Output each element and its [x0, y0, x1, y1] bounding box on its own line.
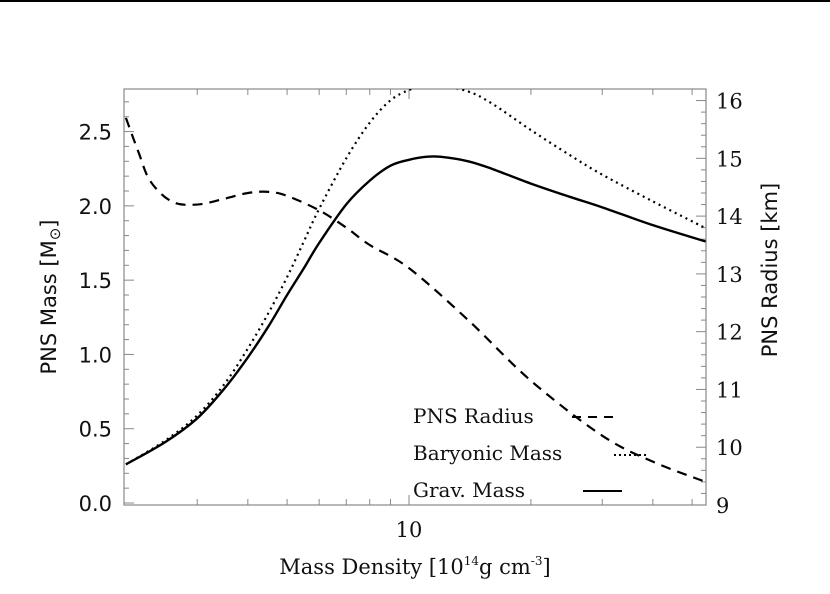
- x-axis-title-close: ]: [543, 555, 551, 579]
- y-axis-left-title: PNS Mass [M⊙]: [37, 219, 64, 374]
- y-left-title-close: ]: [37, 219, 61, 227]
- y-left-tick-label: 0.5: [79, 418, 112, 442]
- y-right-tick-label: 11: [716, 378, 743, 402]
- y-right-tick-label: 14: [716, 205, 743, 229]
- legend-label-baryonic-mass: Baryonic Mass: [413, 441, 562, 465]
- x-axis-title-unit: g cm: [479, 555, 531, 579]
- y-right-tick-label: 9: [716, 494, 729, 518]
- axis-ticks: [124, 88, 706, 506]
- top-border-rule: [0, 0, 830, 2]
- x-axis-title: Mass Density [1014g cm-3]: [279, 554, 550, 579]
- y-left-tick-label: 1.0: [79, 343, 112, 367]
- series-line-baryonic-mass: [125, 89, 706, 466]
- x-axis-title-main: Mass Density [10: [279, 555, 463, 579]
- y-right-tick-label: 10: [716, 436, 743, 460]
- y-right-tick-label: 13: [716, 263, 743, 287]
- data-series: [124, 89, 706, 483]
- legend-label-pns-radius: PNS Radius: [413, 404, 534, 428]
- x-axis-title-exponent: 14: [464, 554, 480, 568]
- solar-mass-symbol: ⊙: [46, 228, 64, 241]
- series-line-grav-mass: [125, 155, 706, 466]
- y-right-tick-label: 16: [716, 90, 743, 114]
- y-right-tick-label: 12: [716, 321, 743, 345]
- y-left-tick-label: 0.0: [79, 492, 112, 516]
- legend: PNS Radius Baryonic Mass Grav. Mass: [413, 404, 648, 502]
- y-right-tick-label: 15: [716, 147, 743, 171]
- y-left-tick-label: 2.5: [79, 121, 112, 145]
- y-left-tick-label: 2.0: [79, 195, 112, 219]
- x-axis-title-unit-exponent: -3: [531, 554, 543, 568]
- y-axis-left-tick-labels: 0.0 0.5 1.0 1.5 2.0 2.5: [79, 121, 112, 516]
- legend-label-grav-mass: Grav. Mass: [413, 478, 525, 502]
- y-axis-right-title: PNS Radius [km]: [758, 183, 782, 357]
- y-axis-right-tick-labels: 9 10 11 12 13 14 15 16: [716, 90, 743, 518]
- series-line-pns-radius: [124, 117, 706, 483]
- y-left-title-main: PNS Mass [M: [37, 240, 61, 374]
- x-tick-label-10: 10: [396, 518, 423, 542]
- y-left-tick-label: 1.5: [79, 269, 112, 293]
